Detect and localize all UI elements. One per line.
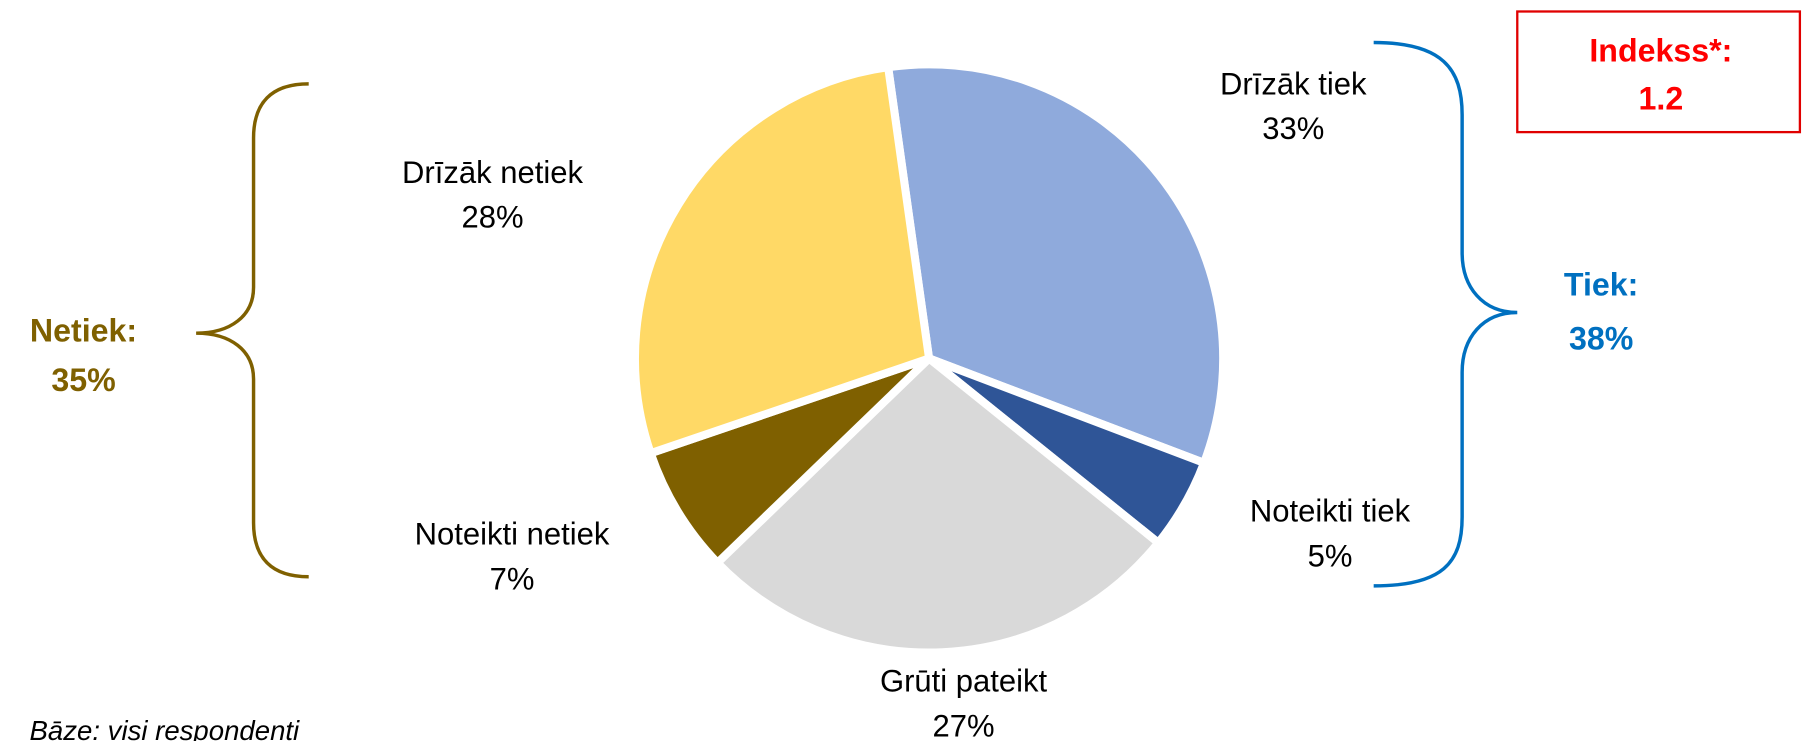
slice-value-label: 7% [490,561,535,596]
index-label: Indekss*: [1589,32,1732,68]
slice-value-label: 5% [1308,539,1353,574]
slice-category-label: Grūti pateikt [880,664,1048,699]
pie-slice [630,62,934,459]
index-value: 1.2 [1639,81,1684,117]
slice-value-label: 28% [461,200,523,235]
slice-category-label: Noteikti tiek [1250,494,1411,529]
right-brace [1373,40,1518,588]
slice-category-label: Drīzāk netiek [402,155,583,190]
netiek-label: Netiek: [30,313,137,349]
tiek-label: Tiek: [1564,267,1638,303]
pie-slice [645,354,932,569]
pie-slice [883,60,1228,469]
pie-slice [711,353,1164,657]
slice-category-label: Drīzāk tiek [1220,66,1367,101]
left-brace [196,82,309,579]
slice-category-label: Noteikti netiek [415,517,610,552]
netiek-value: 35% [51,362,115,398]
tiek-value: 38% [1569,321,1633,357]
slice-value-label: 33% [1262,111,1324,146]
slice-value-label: 27% [933,709,995,741]
index-box [1516,10,1802,134]
footnote: Bāze: visi respondenti [30,715,301,741]
